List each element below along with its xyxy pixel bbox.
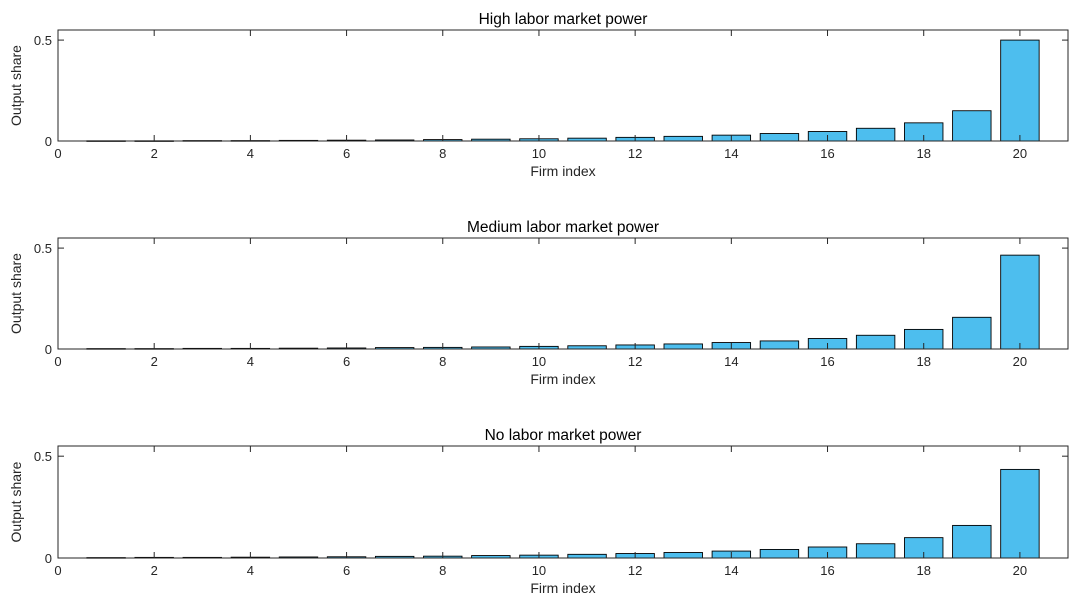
bar-firm-19 <box>952 110 992 142</box>
axes-background <box>58 446 1068 558</box>
bar-firm-15 <box>759 549 800 559</box>
axes-box <box>57 237 1069 350</box>
y-axis-label: Output share <box>8 253 24 334</box>
x-tick-label: 2 <box>151 563 158 578</box>
x-tick-label: 20 <box>1013 563 1027 578</box>
x-tick-label: 8 <box>439 563 446 578</box>
x-tick-label: 18 <box>916 563 930 578</box>
x-tick-label: 6 <box>343 563 350 578</box>
y-tick-label: 0.5 <box>34 241 52 256</box>
x-tick-label: 2 <box>151 354 158 369</box>
x-tick-label: 10 <box>532 146 546 161</box>
subplot-medium-labor-market-power: 0 2 4 6 8 10 12 14 16 18 20 0 0.5 Medium labor market… <box>8 219 1069 387</box>
bar-firm-20 <box>1000 39 1040 142</box>
x-tick-label: 2 <box>151 146 158 161</box>
x-tick-label: 14 <box>724 563 738 578</box>
bar-firm-15 <box>759 340 800 350</box>
bar-firm-17 <box>855 543 896 559</box>
x-axis-label: Firm index <box>530 580 595 596</box>
x-tick-label: 6 <box>343 146 350 161</box>
x-tick-label: 4 <box>247 354 254 369</box>
bar-firm-19 <box>952 316 992 350</box>
chart-title: No labor market power <box>485 427 642 444</box>
y-tick-label: 0.5 <box>34 33 52 48</box>
x-tick-label: 16 <box>820 563 834 578</box>
y-tick-label: 0 <box>45 134 52 149</box>
bar-firm-15 <box>759 133 800 142</box>
chart-title: High labor market power <box>479 11 648 28</box>
bar-firm-20 <box>1000 468 1040 559</box>
x-axis-label: Firm index <box>530 371 595 387</box>
bar-firm-13 <box>663 343 703 350</box>
bar-firm-17 <box>855 334 896 350</box>
x-tick-label: 12 <box>628 563 642 578</box>
x-tick-label: 8 <box>439 146 446 161</box>
x-tick-label: 6 <box>343 354 350 369</box>
y-axis-label: Output share <box>8 45 24 126</box>
x-tick-label: 10 <box>532 354 546 369</box>
axes-box <box>57 445 1069 559</box>
y-tick-label: 0 <box>45 342 52 357</box>
axes-box <box>57 29 1069 142</box>
x-tick-label: 4 <box>247 563 254 578</box>
x-tick-label: 12 <box>628 146 642 161</box>
x-axis-label: Firm index <box>530 163 595 179</box>
subplot-high-labor-market-power: 0 2 4 6 8 10 12 14 16 18 20 0 0.5 High labor market p… <box>8 11 1069 179</box>
bar-firm-13 <box>663 552 703 559</box>
x-tick-label: 14 <box>724 146 738 161</box>
x-tick-label: 0 <box>54 146 61 161</box>
axes-background <box>58 238 1068 349</box>
x-tick-label: 14 <box>724 354 738 369</box>
bar-firm-17 <box>855 127 896 142</box>
subplot-no-labor-market-power: 0 2 4 6 8 10 12 14 16 18 20 0 0.5 No labor market pow… <box>8 427 1069 596</box>
x-tick-label: 4 <box>247 146 254 161</box>
x-tick-label: 12 <box>628 354 642 369</box>
bar-firm-20 <box>1000 254 1040 350</box>
x-tick-label: 0 <box>54 354 61 369</box>
axes-background <box>58 30 1068 141</box>
x-tick-label: 8 <box>439 354 446 369</box>
x-tick-label: 20 <box>1013 146 1027 161</box>
x-tick-label: 10 <box>532 563 546 578</box>
y-tick-label: 0.5 <box>34 449 52 464</box>
x-tick-label: 16 <box>820 354 834 369</box>
y-tick-label: 0 <box>45 551 52 566</box>
bar-firm-11 <box>567 553 607 559</box>
x-tick-label: 18 <box>916 146 930 161</box>
chart-title: Medium labor market power <box>467 219 659 236</box>
x-tick-label: 0 <box>54 563 61 578</box>
x-tick-label: 16 <box>820 146 834 161</box>
y-axis-label: Output share <box>8 461 24 542</box>
bar-firm-13 <box>663 135 703 142</box>
bar-firm-19 <box>952 524 992 559</box>
x-tick-label: 20 <box>1013 354 1027 369</box>
x-tick-label: 18 <box>916 354 930 369</box>
